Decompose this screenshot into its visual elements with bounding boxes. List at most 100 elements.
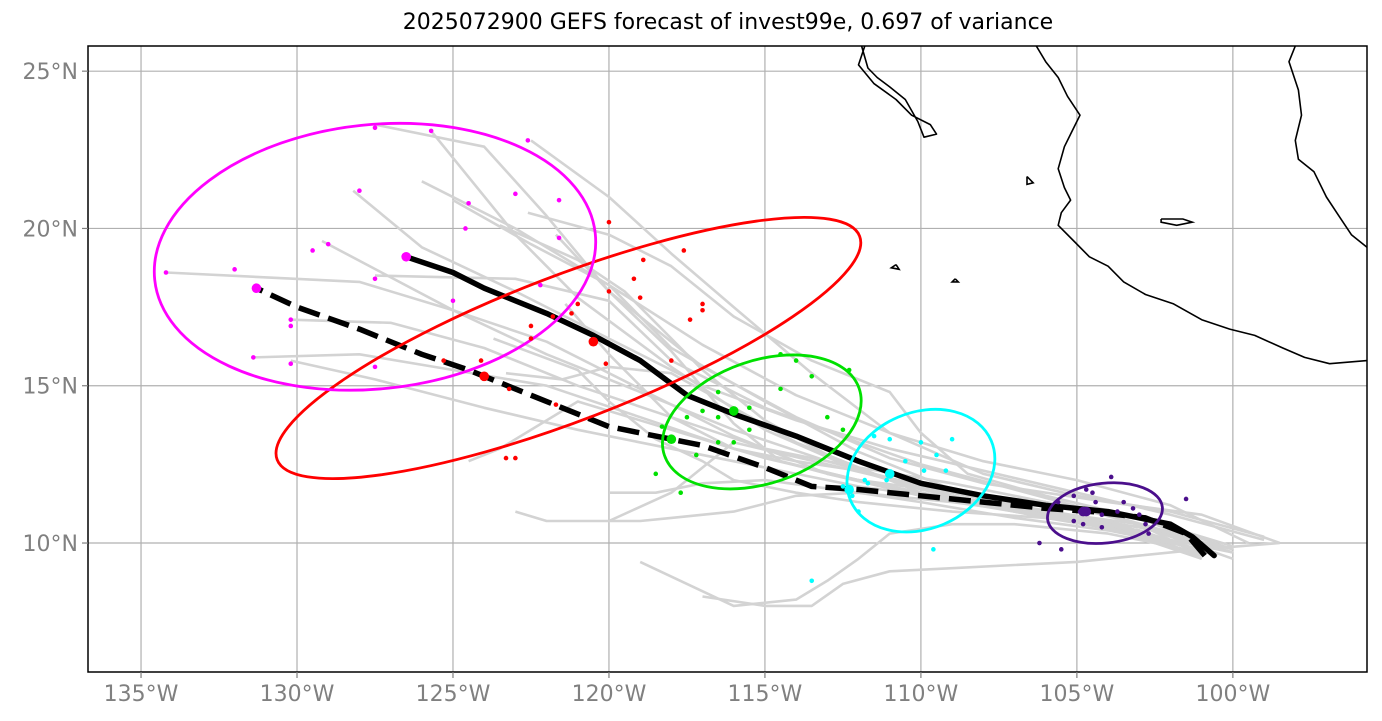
tick-label-lat: 15°N <box>23 375 78 400</box>
cluster-green-point <box>694 452 699 458</box>
cluster-red-point <box>687 317 693 322</box>
ensemble-track <box>527 211 1218 551</box>
coastline <box>857 46 1367 365</box>
cluster-red-point <box>603 361 609 367</box>
coastline-segment <box>1035 46 1367 365</box>
cluster-magenta-mean-point <box>401 251 411 262</box>
cluster-red-point <box>506 386 512 392</box>
cluster-red-point <box>700 301 705 307</box>
cluster-green-point <box>840 427 846 433</box>
island <box>1160 218 1196 227</box>
map-title: 2025072900 GEFS forecast of invest99e, 0… <box>402 10 1054 35</box>
cluster-ellipses <box>152 121 1164 545</box>
cluster-cyan-point <box>862 477 868 483</box>
ensemble-track <box>321 239 1203 554</box>
cluster-purple-point <box>1058 547 1064 552</box>
track-marker <box>251 283 262 294</box>
ensemble-tracks <box>165 123 1281 608</box>
track-marker <box>479 371 489 382</box>
cluster-purple-point <box>1037 540 1042 546</box>
cluster-magenta-point <box>538 282 543 288</box>
cluster-magenta-point <box>450 298 456 304</box>
ensemble-track <box>505 365 1203 557</box>
cluster-magenta-point <box>463 226 468 231</box>
cluster-red-point <box>441 358 446 363</box>
cluster-red-point <box>631 276 637 282</box>
cluster-magenta-point <box>251 355 256 360</box>
cluster-green-point <box>731 440 737 445</box>
mean-track-solid <box>403 254 1217 559</box>
cluster-red-point <box>503 455 509 461</box>
cluster-red-point <box>640 257 646 263</box>
cluster-purple-point <box>1090 490 1095 495</box>
cluster-purple-point <box>1143 521 1148 527</box>
cluster-purple-point <box>1071 493 1077 499</box>
tick-label-lat: 20°N <box>23 217 78 242</box>
cluster-red-point <box>528 336 534 341</box>
cluster-magenta-point <box>556 235 562 241</box>
cluster-green-point <box>715 440 721 445</box>
cluster-red-ellipse <box>274 215 863 481</box>
cluster-purple-point <box>1099 524 1105 530</box>
cluster-red-point <box>528 323 534 329</box>
cluster-red-point <box>681 248 687 253</box>
cluster-purple-point <box>1055 499 1061 505</box>
cluster-red-mean-point <box>588 336 599 347</box>
cluster-green-ellipse <box>661 353 863 491</box>
tick-label-lat: 10°N <box>23 532 78 557</box>
cluster-magenta-point <box>357 188 362 194</box>
cluster-cyan-point <box>871 433 877 439</box>
tick-label-lon: 105°W <box>1040 682 1115 707</box>
graticule <box>88 46 1367 672</box>
cluster-cyan-point <box>887 436 893 442</box>
cluster-green-point <box>747 405 752 411</box>
cluster-magenta-point <box>288 361 294 367</box>
cluster-cyan-point <box>918 440 924 445</box>
cluster-cyan-point <box>949 436 955 442</box>
coastline-segment <box>857 46 938 138</box>
cluster-green-point <box>793 358 799 363</box>
cluster-cyan-mean-point <box>884 469 895 479</box>
cluster-purple-point <box>1146 531 1151 536</box>
island <box>889 263 901 271</box>
cluster-red-point <box>478 358 484 363</box>
cluster-green-point <box>715 414 721 420</box>
cluster-red-point <box>513 455 518 461</box>
cluster-green-point <box>809 374 815 379</box>
cluster-green-point <box>778 351 783 357</box>
cluster-red-point <box>569 311 574 316</box>
cluster-red-point <box>669 358 674 363</box>
cluster-cyan-point <box>865 480 871 486</box>
cluster-red-point <box>550 314 556 319</box>
cluster-red-point <box>553 402 559 407</box>
island <box>1026 175 1035 186</box>
cluster-cyan-point <box>943 468 949 473</box>
cluster-red-point <box>637 295 643 300</box>
cluster-purple-point <box>1136 512 1142 518</box>
cluster-magenta-point <box>288 317 294 322</box>
cluster-magenta-point <box>232 267 237 272</box>
ensemble-track <box>609 491 1202 551</box>
cluster-magenta-point <box>372 276 378 282</box>
track-marker <box>844 484 854 495</box>
tick-label-lon: 100°W <box>1195 682 1270 707</box>
ensemble-track <box>609 478 1218 557</box>
cluster-purple-point <box>1130 506 1136 511</box>
cluster-magenta-point <box>513 191 518 197</box>
cluster-purple-point <box>1071 518 1077 524</box>
cluster-green-point <box>653 471 659 477</box>
cluster-cyan-point <box>921 468 927 473</box>
cluster-magenta-point <box>325 241 331 247</box>
cluster-magenta-point <box>163 270 169 275</box>
cluster-cyan-point <box>884 477 889 483</box>
cluster-purple-point <box>1093 499 1098 505</box>
cluster-magenta-ellipse <box>152 121 598 392</box>
cluster-cyan-point <box>840 484 846 489</box>
cluster-green-point <box>825 414 830 420</box>
cluster-green-point <box>700 408 705 414</box>
cluster-magenta-point <box>556 197 562 203</box>
track-marker <box>666 434 677 445</box>
cluster-purple-point <box>1108 474 1114 480</box>
cluster-cyan-point <box>931 547 936 552</box>
cluster-cyan-point <box>856 509 861 514</box>
